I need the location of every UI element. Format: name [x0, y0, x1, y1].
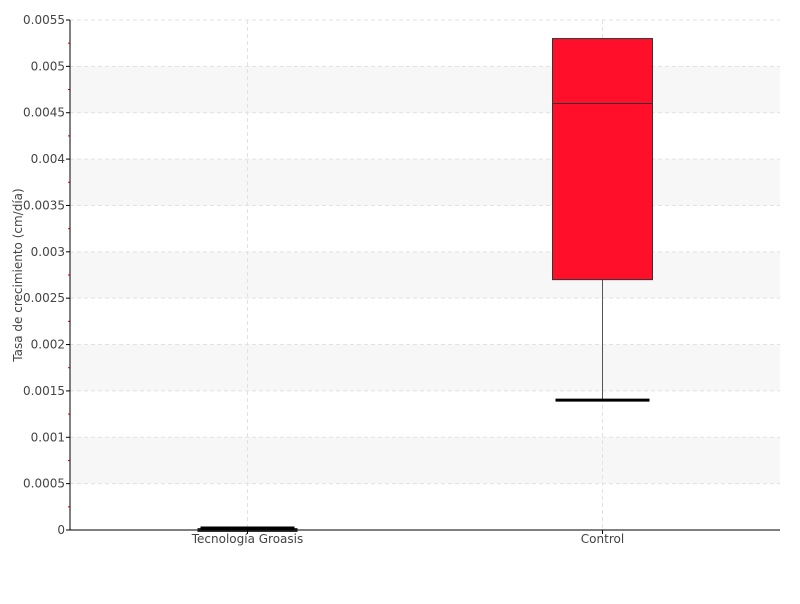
y-tick-label: 0.0035 — [23, 198, 65, 212]
x-tick-label: Control — [581, 532, 624, 546]
grid-band — [70, 66, 780, 113]
y-tick-label: 0.004 — [31, 152, 65, 166]
grid-band — [70, 437, 780, 484]
box — [552, 38, 653, 281]
grid-band — [70, 251, 780, 299]
y-tick-label: 0.0055 — [23, 13, 65, 27]
y-tick-label: 0 — [57, 523, 65, 537]
y-axis-label: Tasa de crecimiento (cm/día) — [11, 188, 25, 362]
y-tick-label: 0.0045 — [23, 106, 65, 120]
y-tick-label: 0.0005 — [23, 477, 65, 491]
y-tick-label: 0.0025 — [23, 291, 65, 305]
x-tick-label: Tecnología Groasis — [191, 532, 304, 546]
y-tick-label: 0.001 — [31, 430, 65, 444]
y-tick-label: 0.002 — [31, 338, 65, 352]
grid-band — [70, 344, 780, 391]
y-tick-label: 0.005 — [31, 59, 65, 73]
y-tick-label: 0.0015 — [23, 384, 65, 398]
y-tick-label: 0.003 — [31, 245, 65, 259]
grid-band — [70, 159, 780, 206]
